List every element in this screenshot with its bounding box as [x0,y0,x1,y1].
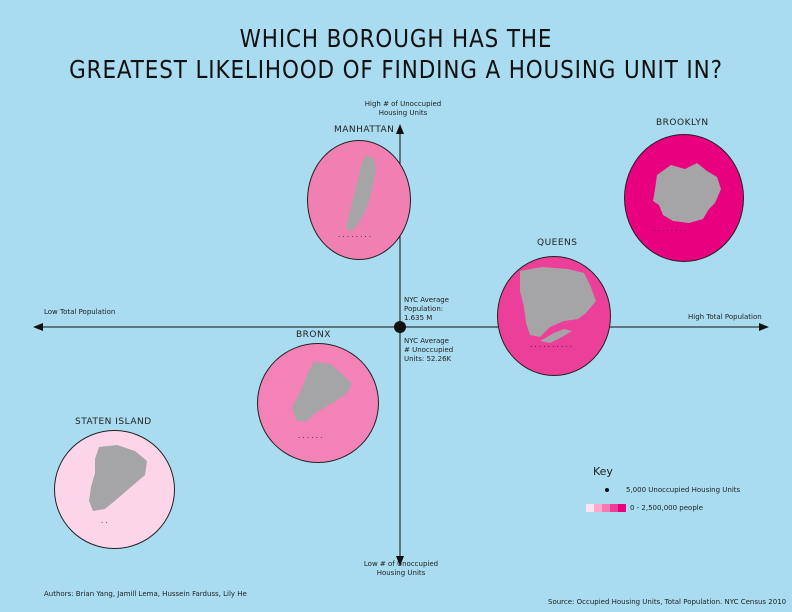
key-swatch-3 [602,504,610,512]
key-scale-label: 0 - 2,500,000 people [630,504,704,512]
source-credit: Source: Occupied Housing Units, Total Po… [548,598,787,606]
brooklyn-unit-dots: ........ [653,225,689,233]
nyc-average-unoccupied: NYC Average # Unoccupied Units: 52.26K [404,337,454,363]
manhattan-circle: ........ [307,140,411,260]
nyc-average-population: NYC Average Population: 1.635 M [404,296,449,322]
axis-arrow-down [396,556,404,566]
brooklyn-label: BROOKLYN [656,118,709,128]
authors-credit: Authors: Brian Yang, Jamill Lema, Hussei… [44,590,247,598]
brooklyn-circle: ........ [624,134,744,262]
staten-island-circle: .. [54,430,175,549]
axis-label-bottom: Low # of Unoccupied Housing Units [363,560,439,577]
queens-label: QUEENS [537,238,578,248]
axis-arrow-left [33,323,43,331]
manhattan-label: MANHATTAN [334,125,395,135]
axis-label-left: Low Total Population [44,308,116,316]
key-swatch-1 [586,504,594,512]
key-dot-icon [605,488,609,492]
queens-circle: .......... [497,256,611,376]
key-swatch-2 [594,504,602,512]
title-line-2: GREATEST LIKELIHOOD OF FINDING A HOUSING… [69,55,723,84]
staten-island-map [89,445,147,511]
key-swatch-4 [610,504,618,512]
key-title: Key [593,465,613,478]
key-swatch-5 [618,504,626,512]
manhattan-map [346,155,376,231]
axis-label-top: High # of Unoccupied Housing Units [364,100,442,117]
bronx-map [292,362,352,422]
queens-map [520,267,596,343]
bronx-unit-dots: ...... [298,432,325,440]
bronx-circle: ...... [257,343,379,463]
nyc-average-point [394,321,406,333]
axis-label-right: High Total Population [688,313,762,321]
bronx-label: BRONX [296,330,331,340]
staten-island-unit-dots: .. [101,517,110,525]
key-dot-label: 5,000 Unoccupied Housing Units [626,486,741,494]
staten-island-label: STATEN ISLAND [75,417,152,427]
title-line-1: WHICH BOROUGH HAS THE [239,24,553,53]
queens-unit-dots: .......... [530,341,575,349]
manhattan-unit-dots: ........ [338,231,374,239]
axis-arrow-right [759,323,769,331]
brooklyn-map [653,163,721,223]
axis-arrow-up [396,124,404,134]
